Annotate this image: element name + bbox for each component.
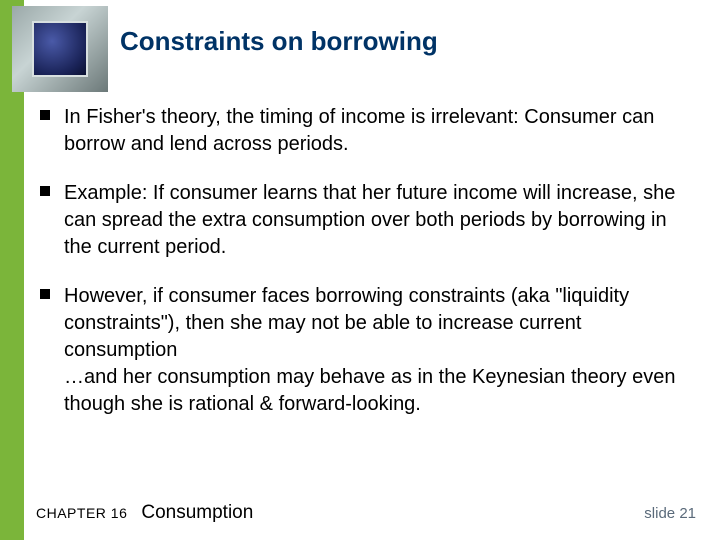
chapter-title: Consumption <box>141 502 253 524</box>
footer-left: CHAPTER 16 Consumption <box>36 502 253 524</box>
slide-logo <box>12 6 108 92</box>
bullet-square-icon <box>40 186 50 196</box>
slide-number: slide 21 <box>644 505 696 522</box>
bullet-square-icon <box>40 289 50 299</box>
bullet-item: In Fisher's theory, the timing of income… <box>40 104 692 158</box>
bullet-text: Example: If consumer learns that her fut… <box>64 180 692 261</box>
slide-body: In Fisher's theory, the timing of income… <box>40 104 692 440</box>
slide-footer: CHAPTER 16 Consumption slide 21 <box>36 502 696 524</box>
bullet-item: Example: If consumer learns that her fut… <box>40 180 692 261</box>
chapter-label: CHAPTER 16 <box>36 505 127 521</box>
slide-title: Constraints on borrowing <box>120 26 438 57</box>
slide-logo-inner <box>32 21 88 77</box>
bullet-text: In Fisher's theory, the timing of income… <box>64 104 692 158</box>
bullet-square-icon <box>40 110 50 120</box>
bullet-text: However, if consumer faces borrowing con… <box>64 283 692 418</box>
bullet-item: However, if consumer faces borrowing con… <box>40 283 692 418</box>
